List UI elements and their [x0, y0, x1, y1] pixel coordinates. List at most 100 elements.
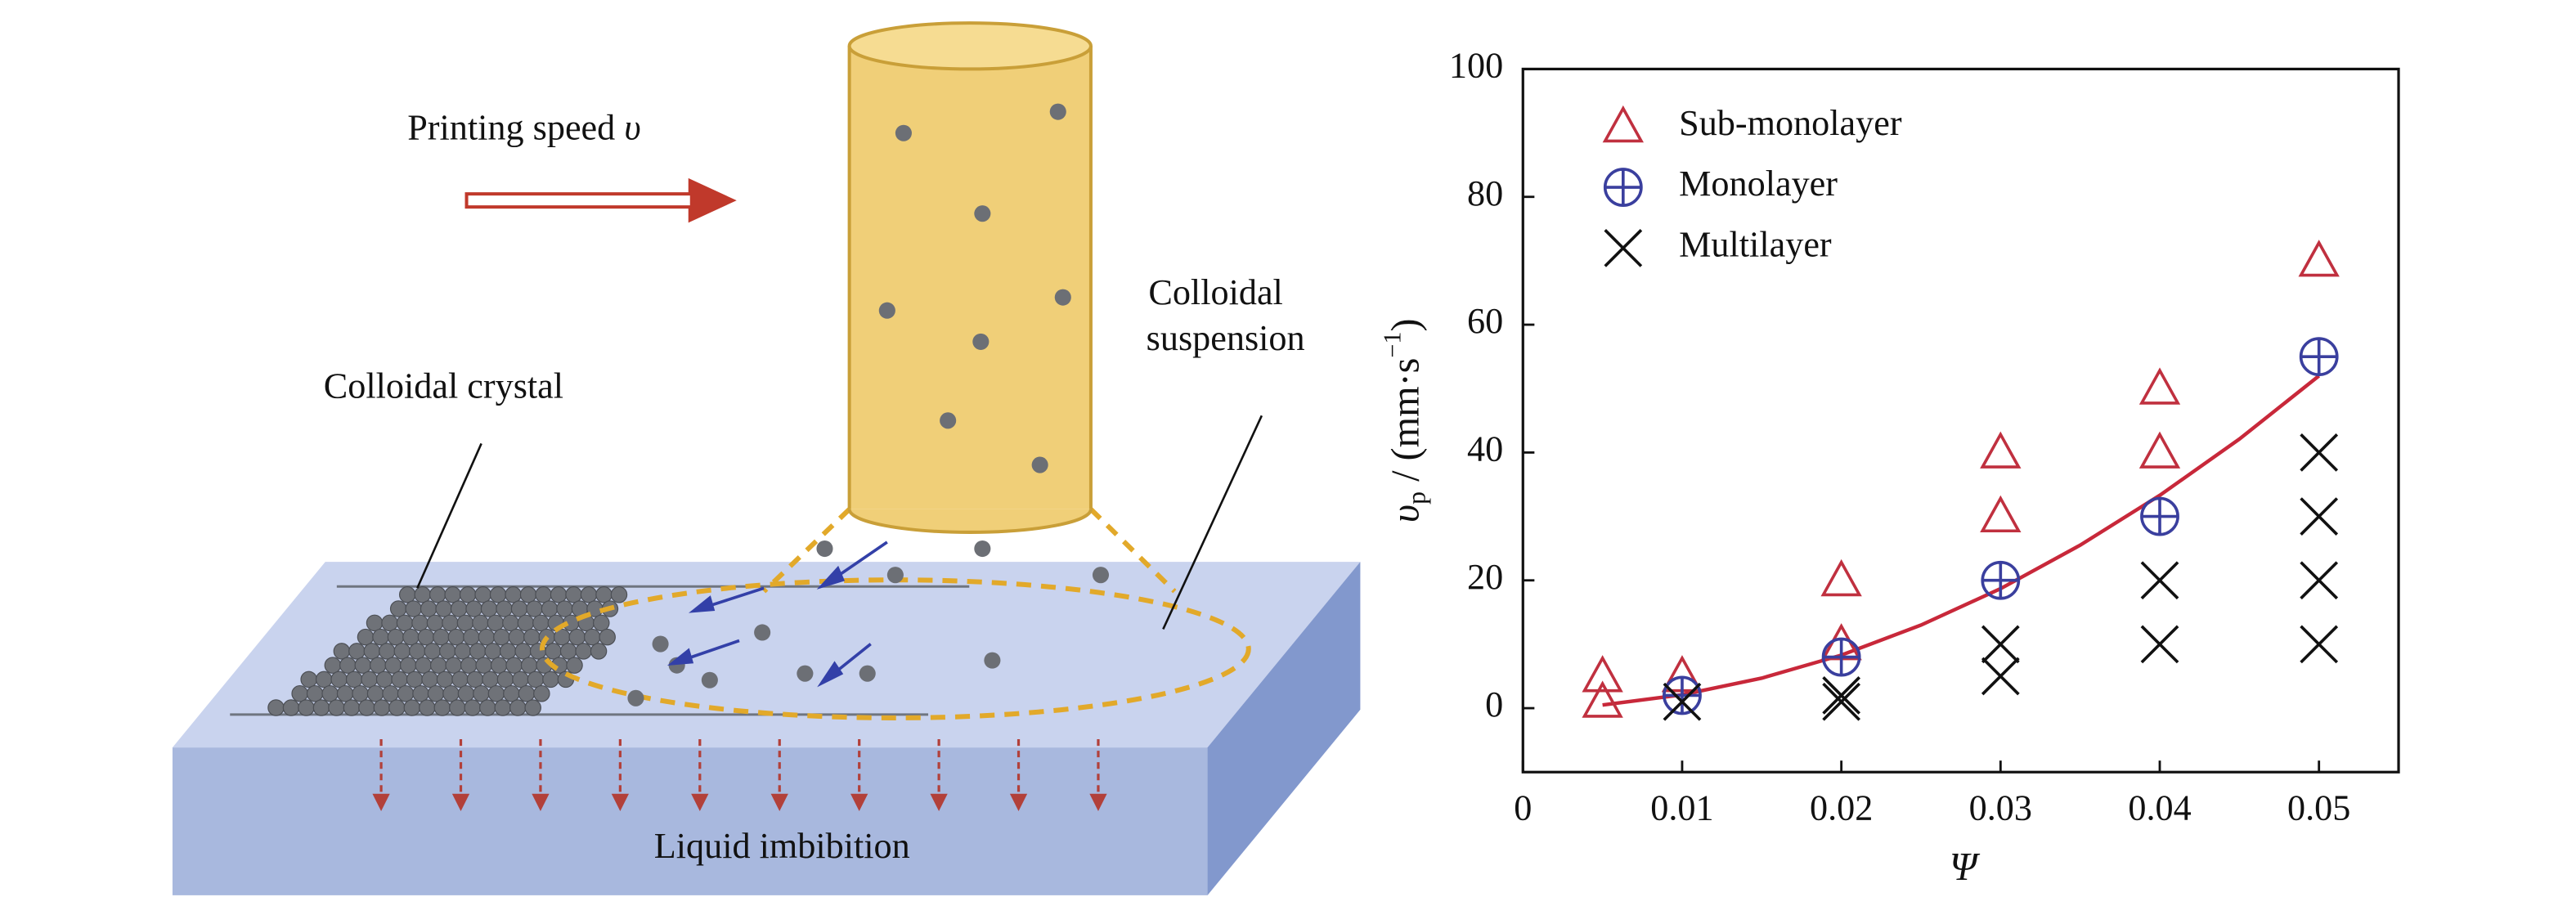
crystal-particle [474, 586, 491, 603]
crystal-particle [580, 586, 598, 603]
crystal-particle [379, 643, 396, 660]
crystal-particle [482, 671, 499, 688]
dashed-edge [1088, 507, 1177, 594]
crystal-particle [321, 684, 339, 702]
cross-marker [2140, 561, 2179, 600]
crystal-particle [370, 657, 387, 674]
suspension-label: Colloidal [1148, 272, 1282, 312]
crystal-particle [520, 657, 538, 674]
crystal-particle [366, 614, 384, 632]
x-tick-label: 0.01 [1650, 788, 1713, 828]
crystal-particle [391, 671, 408, 688]
crystal-particle [459, 586, 477, 603]
cross-marker [1822, 676, 1861, 715]
circle-plus-marker [1821, 637, 1861, 677]
crystal-particle [361, 671, 378, 688]
y-tick-label: 60 [1467, 301, 1503, 341]
speed-arrowhead [689, 181, 733, 221]
imbibition-arrowhead [930, 793, 948, 812]
crystal-particle [343, 699, 361, 716]
legend-label: Monolayer [1679, 164, 1838, 204]
y-axis-label: υp / (mm·s−1) [1379, 318, 1432, 523]
crystal-particle [499, 643, 517, 660]
crystal-particle [298, 699, 315, 716]
crystal-particle [484, 643, 501, 660]
nozzle-body [849, 46, 1091, 509]
imbibition-arrowhead [372, 793, 390, 812]
crystal-particle [479, 699, 496, 716]
crystal-particle [508, 628, 526, 646]
crystal-particle [460, 657, 478, 674]
crystal-particle [406, 671, 424, 688]
speed-symbol: υ [624, 108, 640, 148]
triangle-marker [1980, 431, 2022, 469]
crystal-particle [388, 699, 406, 716]
crystal-particle [454, 643, 471, 660]
crystal-particle [590, 643, 608, 660]
crystal-particle [436, 671, 454, 688]
imbibition-arrowhead [451, 793, 470, 812]
crystal-particle [414, 586, 431, 603]
triangle-marker [2138, 367, 2181, 405]
crystal-particle [373, 699, 391, 716]
crystal-particle [435, 600, 452, 617]
cross-marker [1981, 625, 2020, 664]
nozzle-top [847, 21, 1093, 71]
crystal-particle [363, 643, 381, 660]
crystal-particle [375, 671, 393, 688]
crystal-particle [599, 628, 616, 646]
crystal-particle [427, 684, 445, 702]
crystal-particle [559, 643, 577, 660]
crystal-particle [533, 684, 550, 702]
crystal-particle [517, 614, 535, 632]
crystal-particle [610, 586, 628, 603]
cross-marker [2300, 561, 2339, 600]
crystal-particle [372, 628, 389, 646]
crystal-particle [494, 699, 511, 716]
crystal-particle [518, 684, 536, 702]
crystal-particle [519, 586, 537, 603]
crystal-particle [381, 614, 398, 632]
crystal-particle [421, 671, 438, 688]
crystal-particle [535, 586, 552, 603]
crystal-particle [523, 628, 541, 646]
crystal-particle [389, 600, 407, 617]
x-axis-label: Ψ [1950, 845, 1981, 889]
plot-frame [1521, 67, 2400, 774]
crystal-particle [405, 600, 422, 617]
crystal-particle [348, 643, 366, 660]
crystal-particle [444, 586, 461, 603]
triangle-marker [2138, 431, 2181, 469]
crystal-particle [306, 684, 324, 702]
crystal-particle [487, 614, 505, 632]
slab-side [1207, 562, 1361, 895]
x-tick-label: 0 [1514, 788, 1532, 828]
crystal-particle [312, 699, 330, 716]
x-tick-label: 0.02 [1810, 788, 1873, 828]
crystal-particle [550, 586, 568, 603]
crystal-particle [382, 684, 399, 702]
pointer [1162, 415, 1263, 630]
cross-marker [2300, 433, 2339, 472]
imbibition-arrows [372, 739, 1107, 812]
crystal-particle [456, 614, 474, 632]
triangle-marker [1980, 495, 2022, 533]
triangle-marker [1820, 558, 1862, 597]
crystal-particle [490, 657, 508, 674]
circle-plus-marker [1663, 675, 1702, 715]
crystal-particle [398, 586, 416, 603]
y-label-symbol: υ [1384, 505, 1428, 523]
crystal-particle [489, 586, 507, 603]
imbibition-arrowhead [611, 793, 630, 812]
loose-particles [627, 540, 1110, 706]
crystal-particle [593, 614, 610, 632]
crystal-particle [496, 671, 514, 688]
crystal-particle [438, 643, 456, 660]
crystal-particle [411, 614, 429, 632]
x-tick-label: 0.04 [2128, 788, 2191, 828]
cross-marker [2300, 497, 2339, 536]
x-tick-label: 0.03 [1969, 788, 2032, 828]
legend-label: Sub-monolayer [1679, 103, 1902, 143]
crystal-particle [542, 671, 559, 688]
